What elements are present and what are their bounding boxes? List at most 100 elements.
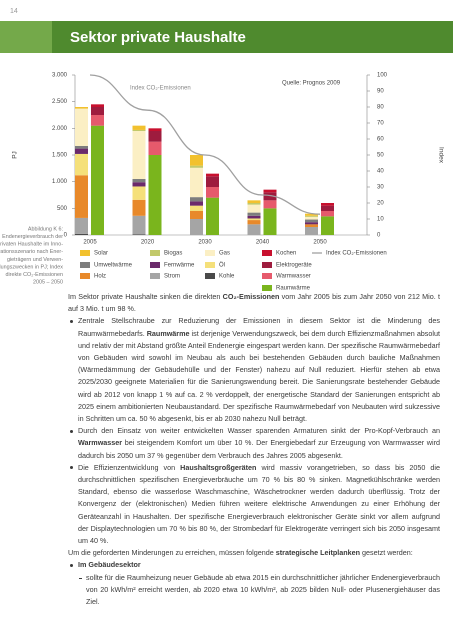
- y2-tick-label: 50: [377, 153, 384, 159]
- text-run: Haushaltsgroßgeräten: [180, 462, 257, 472]
- line-series: [89, 74, 321, 215]
- bar-segment: [75, 175, 88, 218]
- bar-segment: [132, 234, 146, 235]
- y2-axis-title: Index: [437, 147, 444, 164]
- y2-tick-label: 40: [377, 169, 384, 175]
- header-square: [0, 21, 52, 53]
- bar-segment: [263, 189, 277, 193]
- legend-label: Öl: [219, 262, 225, 269]
- bar-segment: [206, 173, 219, 177]
- page-number: 14: [10, 8, 18, 15]
- bar-segment: [75, 153, 88, 176]
- header: 14 Sektor private Haushalte: [0, 8, 453, 53]
- bar-segment: [91, 115, 104, 126]
- bar-segment: [263, 200, 277, 209]
- y2-tick-label: 90: [377, 89, 384, 95]
- paragraph: sollte für die Raumheizung neuer Gebäude…: [68, 572, 440, 609]
- paragraph: Die Effizienzentwicklung von Haushaltsgr…: [68, 462, 440, 547]
- text-run: Warmwasser: [78, 438, 123, 448]
- legend-label: Kohle: [219, 274, 235, 280]
- bar-segment: [132, 129, 146, 131]
- text-run: bei steigendem Komfort um über 10 %. Der…: [78, 438, 440, 460]
- bar-segment: [132, 215, 146, 235]
- legend-swatch: [262, 273, 272, 279]
- bar-segment: [132, 199, 146, 216]
- legend-label: Warmwasser: [276, 274, 311, 280]
- paragraph: Im Sektor private Haushalte sinken die d…: [68, 291, 440, 315]
- text-run: gesetzt werden:: [360, 548, 413, 558]
- bar-segment: [321, 205, 334, 211]
- bar-segment: [132, 125, 146, 130]
- bar-segment: [190, 205, 203, 211]
- bar-segment: [247, 204, 261, 213]
- bar-segment: [148, 128, 162, 131]
- legend-swatch: [150, 262, 160, 268]
- bar-segment: [75, 148, 88, 154]
- legend-label: Gas: [219, 251, 230, 257]
- bar-segment: [247, 200, 261, 203]
- legend-swatch: [205, 250, 215, 256]
- y-tick-label: 2.500: [52, 99, 68, 105]
- bar-segment: [190, 219, 203, 235]
- bar-segment: [305, 216, 318, 220]
- bar-segment: [91, 104, 104, 107]
- legend-swatch: [80, 273, 90, 279]
- paragraph: Um die geforderten Minderungen zu erreic…: [68, 547, 440, 559]
- legend-label: Fernwärme: [164, 263, 195, 269]
- legend-label: Strom: [164, 274, 180, 280]
- y-tick-label: 0: [64, 233, 68, 239]
- text-run: CO₂-Emissionen: [222, 292, 280, 301]
- annotation: Index CO₂-Emissionen: [130, 86, 191, 92]
- chart: PJ Index Quelle: Prognos 2009 Index CO₂-…: [12, 73, 445, 292]
- bar-segment: [75, 217, 88, 234]
- paragraph: Zentrale Stellschraube zur Reduzierung d…: [68, 315, 440, 425]
- bar-segment: [190, 211, 203, 219]
- x-tick-label: 2030: [198, 240, 212, 246]
- page-title: Sektor private Haushalte: [70, 29, 246, 46]
- y2-tick-label: 30: [377, 185, 384, 191]
- bar-segment: [190, 197, 203, 202]
- bar-segment: [247, 224, 261, 235]
- bar-segment: [305, 213, 318, 216]
- bar-segment: [190, 201, 203, 206]
- legend-swatch: [80, 262, 90, 268]
- text-run: Zentrale Stellschraube zur Reduzierung d…: [78, 316, 440, 338]
- caption-line: Endenergieverbrauch der: [2, 234, 63, 240]
- text-run: wird massiv vorangetrieben, so dass bis …: [78, 462, 440, 546]
- legend-label: Kochen: [276, 251, 296, 257]
- bar-segment: [263, 192, 277, 201]
- bar-segment: [321, 216, 334, 235]
- bar-segment: [247, 212, 261, 216]
- legend-label: Solar: [94, 251, 108, 257]
- bar-segment: [247, 215, 261, 219]
- y2-tick-label: 80: [377, 105, 384, 111]
- bar-segment: [321, 211, 334, 217]
- bar-segment: [190, 155, 203, 166]
- y2-tick-label: 10: [377, 217, 384, 223]
- bar-segment: [247, 203, 261, 205]
- y-tick-label: 500: [57, 206, 68, 212]
- text-run: Um die geforderten Minderungen zu erreic…: [68, 548, 276, 558]
- bar-segment: [148, 141, 162, 155]
- x-tick-label: 2005: [83, 240, 97, 246]
- legend-swatch: [150, 273, 160, 279]
- legend-swatch: [262, 262, 272, 268]
- bar-segment: [247, 218, 261, 221]
- bar-segment: [132, 131, 146, 179]
- legend-swatch: [205, 262, 215, 268]
- header-band: [0, 21, 453, 53]
- caption-line: gieträgern und Verwen-: [7, 257, 63, 263]
- bar-segment: [75, 108, 88, 146]
- legend-swatch: [262, 250, 272, 256]
- y2-tick-label: 60: [377, 137, 384, 143]
- y2-tick-label: 0: [377, 233, 381, 239]
- legend-label: Biogas: [164, 251, 182, 257]
- text-run: Raumwärme: [146, 328, 190, 338]
- bar-segment: [263, 208, 277, 235]
- bar-segment: [132, 179, 146, 183]
- bar-segment: [321, 203, 334, 206]
- text-run: vom Jahr 2005 bis zum Jahr 2050 von 212 …: [68, 292, 440, 314]
- caption-line: privaten Haushalte im Inno-: [0, 242, 63, 248]
- bar-segment: [75, 107, 88, 109]
